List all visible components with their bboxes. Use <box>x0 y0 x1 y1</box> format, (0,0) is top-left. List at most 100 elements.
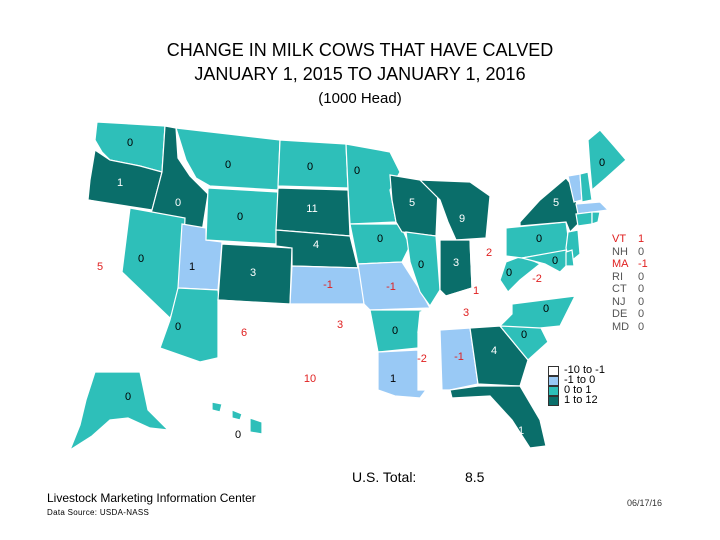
state-ME <box>587 129 627 192</box>
ne-value: 0 <box>638 308 645 320</box>
legend-label: -10 to -1 <box>564 364 605 376</box>
legend-swatch <box>548 376 559 386</box>
state-MD <box>521 249 571 273</box>
data-source-label: Data Source: USDA-NASS <box>47 508 150 517</box>
state-label-TX: 10 <box>304 373 316 385</box>
legend-item: 1 to 12 <box>548 394 638 406</box>
state-label-MN: 0 <box>354 165 360 177</box>
legend-swatch <box>548 366 559 376</box>
ne-value: 1 <box>638 233 645 245</box>
state-CT <box>575 211 593 227</box>
state-label-IN: 3 <box>453 257 459 269</box>
legend-swatch <box>548 386 559 396</box>
organization-label: Livestock Marketing Information Center <box>47 491 256 505</box>
us-total-value: 8.5 <box>465 469 485 485</box>
state-label-FL: 1 <box>518 425 524 437</box>
state-FL <box>449 385 547 449</box>
legend-item: -10 to -1 <box>548 364 638 376</box>
ne-abbr: MA <box>612 258 629 270</box>
state-label-MD: 0 <box>552 255 558 267</box>
map-title-line2: JANUARY 1, 2015 TO JANUARY 1, 2016 <box>194 64 526 84</box>
state-GA <box>469 325 529 387</box>
state-label-NY: 5 <box>553 197 559 209</box>
ne-row-nj: NJ 0 <box>612 296 652 309</box>
ne-value: 0 <box>638 320 645 333</box>
legend-label: 0 to 1 <box>564 384 592 396</box>
ne-abbr: RI <box>612 270 623 283</box>
ne-row-de: DE 0 <box>612 308 652 321</box>
state-TX <box>231 311 379 452</box>
state-HI-2 <box>231 409 243 421</box>
ne-abbr: CT <box>612 283 627 295</box>
ne-row-md: MD 0 <box>612 321 652 334</box>
state-label-ND: 0 <box>307 161 313 173</box>
ne-value: 0 <box>638 295 645 308</box>
ne-row-vt: VT 1 <box>612 233 652 246</box>
state-label-SC: 0 <box>521 329 527 341</box>
state-label-NE: 4 <box>313 239 319 251</box>
state-label-VA: -2 <box>532 273 542 285</box>
state-label-KS: -1 <box>323 279 333 291</box>
state-label-OK: 3 <box>337 319 343 331</box>
state-label-AK: 0 <box>125 391 131 403</box>
ne-value: 0 <box>638 270 645 283</box>
state-label-AZ: 0 <box>175 321 181 333</box>
ne-abbr: MD <box>612 320 630 333</box>
state-AL <box>439 327 479 391</box>
state-label-CA: 5 <box>97 261 103 273</box>
state-MS <box>417 329 443 391</box>
state-label-MT: 0 <box>225 159 231 171</box>
ne-value: 0 <box>638 283 645 295</box>
state-label-TN: 3 <box>463 307 469 319</box>
legend-label: 1 to 12 <box>564 394 598 406</box>
state-label-IL: 0 <box>418 259 424 271</box>
state-label-MS: -2 <box>417 353 427 365</box>
state-NM <box>217 299 281 374</box>
legend-label: -1 to 0 <box>564 374 596 386</box>
legend-swatch <box>548 396 559 406</box>
state-label-OR: 1 <box>117 177 123 189</box>
state-label-WY: 0 <box>237 211 243 223</box>
chart-date: 06/17/16 <box>627 498 663 508</box>
state-label-WA: 0 <box>127 137 133 149</box>
ne-abbr: NH <box>612 245 628 258</box>
ne-row-ma: MA -1 <box>612 258 652 271</box>
ne-row-ct: CT 0 <box>612 283 652 296</box>
state-label-SD: 11 <box>306 203 317 215</box>
state-label-AR: 0 <box>392 325 398 337</box>
ne-row-ri: RI 0 <box>612 271 652 284</box>
state-HI-3 <box>249 417 263 435</box>
state-label-NV: 0 <box>138 253 144 265</box>
state-label-KY: 1 <box>473 285 479 297</box>
state-label-NC: 0 <box>543 303 549 315</box>
ne-value: -1 <box>638 258 648 270</box>
state-label-MI: 9 <box>459 213 465 225</box>
ne-row-nh: NH 0 <box>612 246 652 259</box>
ne-abbr: NJ <box>612 295 626 308</box>
state-IA <box>349 223 411 265</box>
state-DE <box>565 249 575 267</box>
state-NH <box>579 171 593 203</box>
legend-item: -1 to 0 <box>548 374 638 386</box>
state-label-PA: 0 <box>536 233 542 245</box>
ne-abbr: VT <box>612 233 627 245</box>
state-MA <box>575 201 610 215</box>
state-label-IA: 0 <box>377 233 383 245</box>
state-label-UT: 1 <box>189 261 195 273</box>
state-label-CO: 3 <box>250 267 256 279</box>
state-label-LA: 1 <box>390 373 396 385</box>
map-subtitle: (1000 Head) <box>318 90 402 107</box>
state-label-NM: 6 <box>241 327 247 339</box>
state-label-WI: 5 <box>409 197 415 209</box>
state-AZ <box>159 287 227 363</box>
state-label-OH: 2 <box>486 247 492 259</box>
state-label-ID: 0 <box>175 197 181 209</box>
state-ID <box>147 125 209 233</box>
state-MI <box>418 179 491 241</box>
state-label-MO: -1 <box>386 281 396 293</box>
state-label-ME: 0 <box>599 157 605 169</box>
state-HI-1 <box>211 401 223 413</box>
legend-item: 0 to 1 <box>548 384 638 396</box>
